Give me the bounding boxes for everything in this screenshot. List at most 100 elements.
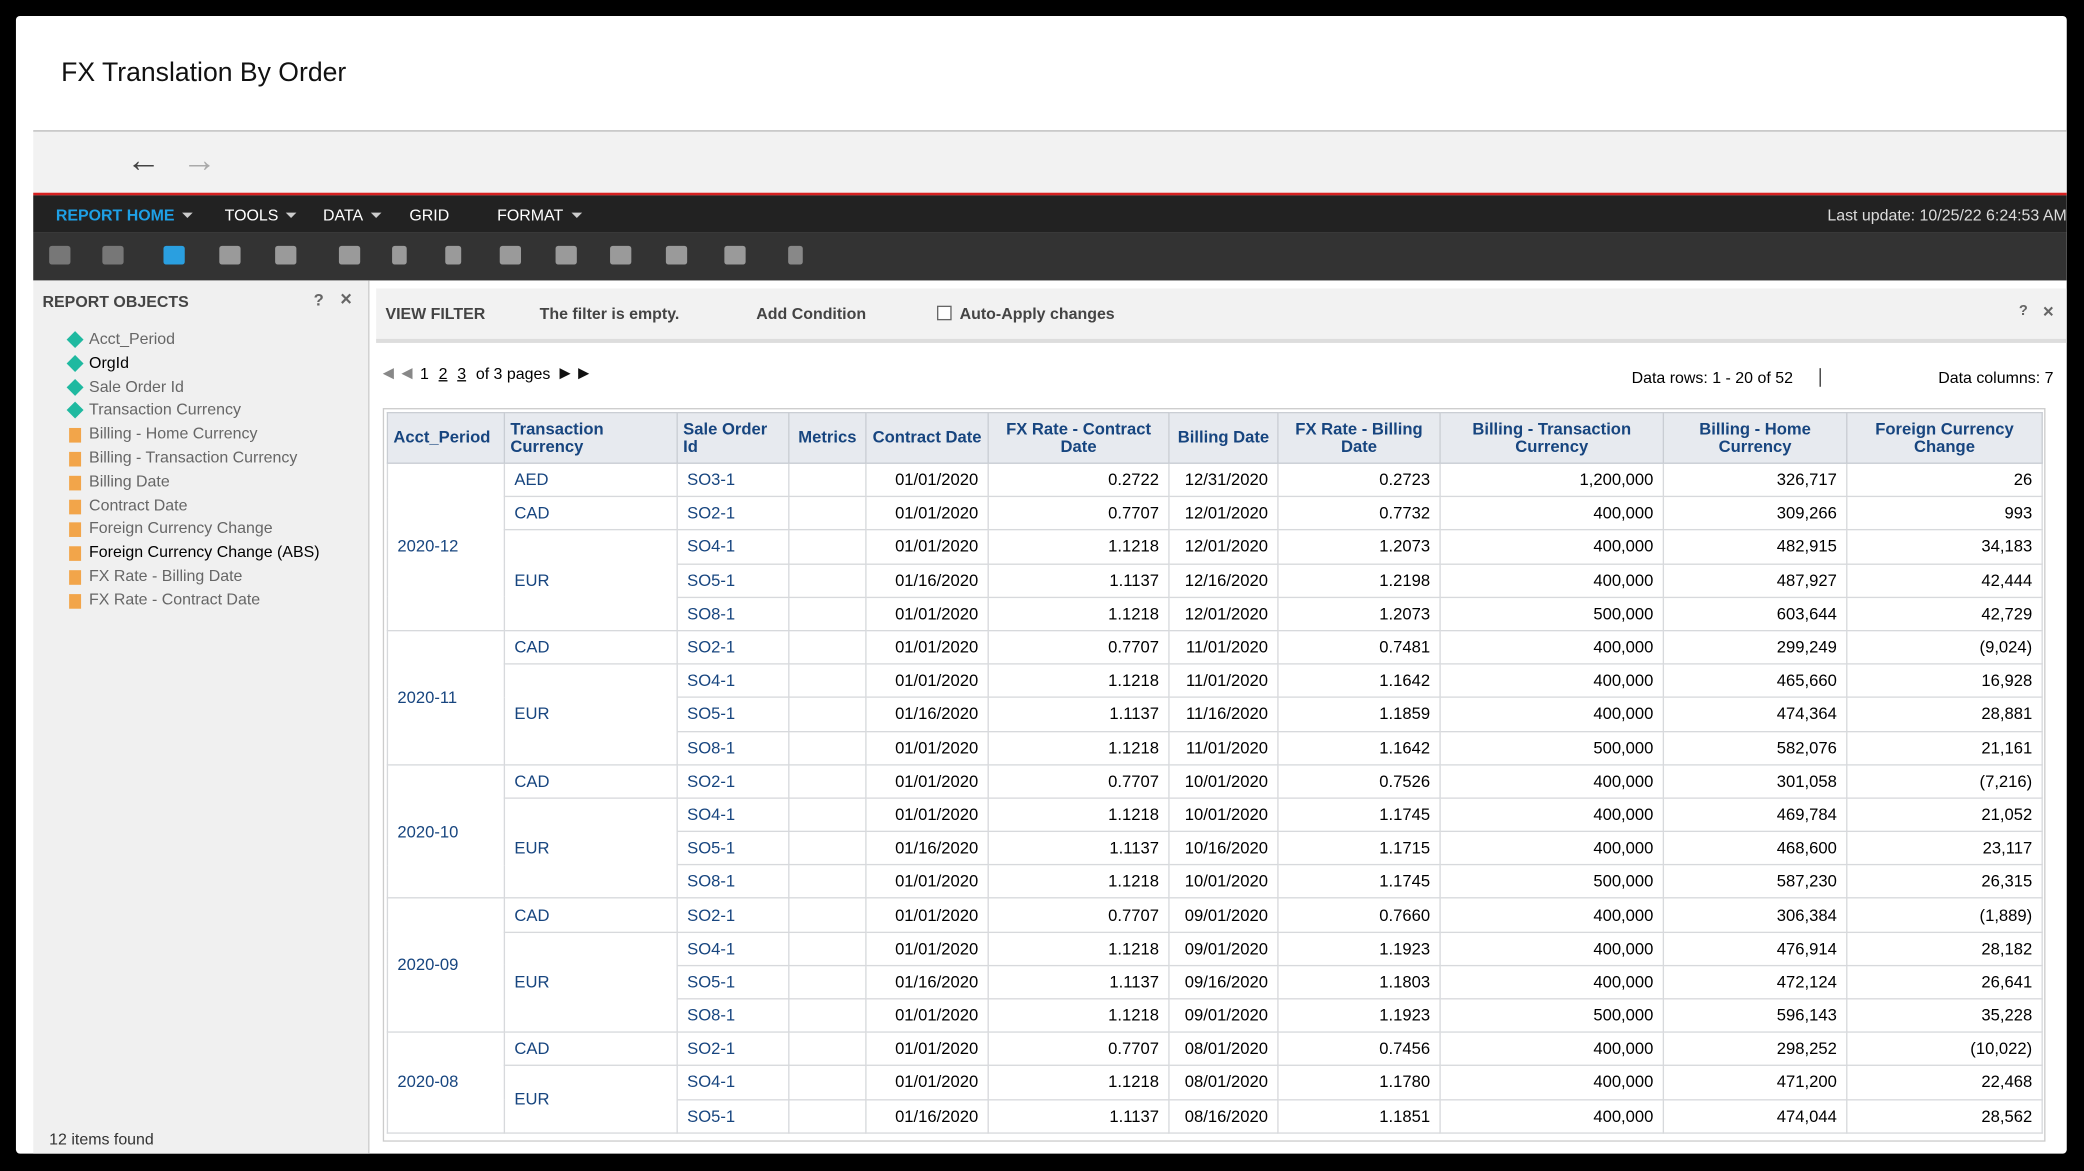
back-button[interactable]: ← [126,139,161,180]
column-header[interactable]: Sale Order Id [676,412,790,464]
grid-icon[interactable] [163,245,185,265]
pdf-icon[interactable] [555,245,577,265]
page-link[interactable]: 3 [457,364,467,383]
cell: 1.2198 [1277,562,1441,598]
page-link[interactable]: 2 [438,364,448,383]
filter-close[interactable]: × [2042,300,2054,322]
column-header[interactable]: Foreign Currency Change [1846,412,2043,464]
pagination: ◀ ◀ of 3 pages ▶ ▶ Data rows: 1 - 20 of … [376,362,2067,394]
report-object[interactable]: FX Rate - Billing Date [89,566,243,585]
column-header[interactable]: Billing - Home Currency [1662,412,1848,464]
cell: 16,928 [1846,663,2043,699]
report-object[interactable]: Billing Date [89,471,170,491]
sale-order-id: SO5-1 [676,1098,790,1134]
cell: 0.7707 [987,897,1170,933]
cell: 1.1803 [1277,964,1441,1000]
column-header[interactable]: Transaction Currency [503,412,678,464]
filter-help[interactable]: ? [2018,303,2028,319]
subscribe-icon[interactable] [724,245,746,265]
print-icon[interactable] [499,245,522,265]
last-update: Last update: 10/25/22 6:24:53 AM [1827,206,2067,225]
metrics-cell [788,1098,867,1134]
csv-icon[interactable] [665,245,688,265]
fullscreen-icon[interactable] [788,245,803,265]
cell: 1.1218 [987,797,1170,833]
graph-icon[interactable] [219,245,241,265]
menu-item[interactable]: TOOLS [225,206,297,225]
currency: EUR [503,663,678,766]
report-object[interactable]: Foreign Currency Change (ABS) [89,542,320,562]
data-row: CAD SO2-1 01/01/2020 0.7707 12/01/2020 0.7732… [387,495,2043,531]
page-link[interactable]: 1 [419,364,429,383]
column-header[interactable]: Billing Date [1168,412,1279,464]
menu-item[interactable]: FORMAT [497,206,582,225]
help-icon[interactable]: ? [313,291,324,310]
cell: 0.7456 [1277,1031,1441,1067]
cell: 35,228 [1846,998,2043,1033]
menu-item[interactable]: DATA [323,206,382,225]
cell: 12/01/2020 [1168,596,1279,632]
cell: 1.1218 [987,998,1170,1033]
cell: 1.1218 [987,596,1170,632]
window-title: FX Translation By Order [61,58,347,88]
cell: 468,600 [1662,830,1848,866]
auto-apply-checkbox[interactable] [937,305,952,321]
prev-page[interactable]: ◀ [401,365,413,382]
cell: 465,660 [1662,663,1848,699]
metric-icon [69,546,82,562]
report-object[interactable]: FX Rate - Contract Date [89,589,261,609]
first-page[interactable]: ◀ [382,365,395,382]
data-row: EUR SO4-1 01/01/2020 1.1218 11/01/2020 1.1642… [387,663,2043,766]
cell: 1.1137 [987,830,1170,866]
cell: 469,784 [1662,797,1848,833]
cell: 1.1745 [1277,797,1441,833]
sale-order-id: SO4-1 [676,1065,790,1100]
add-condition[interactable]: Add Condition [756,304,867,323]
column-header[interactable]: FX Rate - Contract Date [987,412,1170,464]
metrics-cell [788,596,867,632]
column-header[interactable]: FX Rate - Billing Date [1277,412,1441,464]
report-object[interactable]: Billing - Home Currency [89,424,258,443]
save-icon[interactable] [392,245,407,265]
metrics-cell [788,696,867,732]
metric-icon [69,475,82,491]
export-icon[interactable] [338,245,361,265]
column-header[interactable]: Metrics [788,412,867,464]
report-object[interactable]: OrgId [89,353,129,372]
report-object[interactable]: Transaction Currency [89,400,241,420]
next-page[interactable]: ▶ [559,365,571,382]
report-object[interactable]: Sale Order Id [89,376,184,396]
share-icon[interactable] [445,245,462,265]
column-header[interactable]: Billing - Transaction Currency [1439,412,1665,464]
excel-icon[interactable] [610,245,632,265]
undo-icon[interactable] [49,245,71,265]
cell: 309,266 [1662,495,1848,531]
menu-item[interactable]: REPORT HOME [56,206,193,225]
cell: 500,000 [1439,730,1665,766]
report-object[interactable]: Billing - Transaction Currency [89,447,298,467]
pages-of: of 3 pages [475,364,551,383]
report-object[interactable]: Foreign Currency Change [89,518,273,538]
metrics-cell [788,864,867,900]
last-page[interactable]: ▶ [578,365,590,382]
column-header[interactable]: Contract Date [865,412,989,464]
redo-icon[interactable] [102,245,124,265]
cell: 400,000 [1439,696,1665,732]
close-icon[interactable]: × [340,288,352,312]
metric-icon [69,499,82,514]
cell: 500,000 [1439,998,1665,1033]
column-header[interactable]: Acct_Period [386,412,506,464]
report-object[interactable]: Acct_Period [89,329,176,349]
report-object[interactable]: Contract Date [89,495,188,514]
grid-graph-icon[interactable] [275,245,297,265]
cell: (10,022) [1846,1031,2043,1067]
cell: 26 [1846,462,2043,498]
cell: 01/01/2020 [865,1031,989,1067]
sale-order-id: SO4-1 [676,931,790,967]
sale-order-id: SO4-1 [676,663,790,699]
metrics-cell [788,663,867,699]
cell: 11/01/2020 [1168,629,1279,665]
menu-item[interactable]: GRID [409,206,450,225]
forward-button[interactable]: → [182,139,217,180]
sale-order-id: SO5-1 [676,830,790,866]
